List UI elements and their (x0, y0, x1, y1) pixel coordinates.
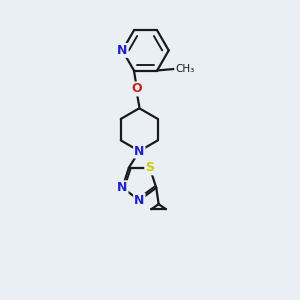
Text: CH₃: CH₃ (175, 64, 194, 74)
Text: S: S (145, 161, 154, 174)
Text: O: O (132, 82, 142, 95)
Text: N: N (134, 194, 145, 207)
Text: N: N (134, 145, 145, 158)
Text: N: N (117, 181, 128, 194)
Text: N: N (117, 44, 128, 57)
